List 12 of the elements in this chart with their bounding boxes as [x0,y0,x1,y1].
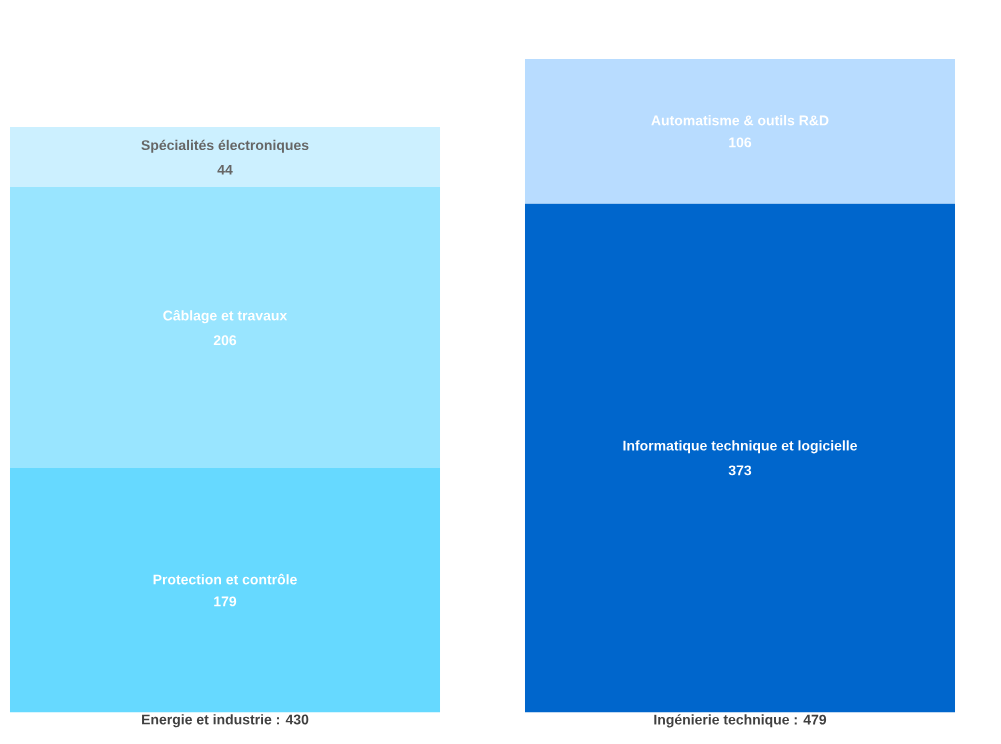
x-tick-label: Energie et industrie : 430 [142,714,309,728]
series-label: Automatisme & outils R&D [651,115,829,126]
data-label: 373 [728,465,752,476]
series-label: Informatique technique et logicielle [623,440,857,454]
series-label: Protection et contrôle [153,573,297,585]
series-label: Câblage et travaux [163,309,288,324]
series-label: Spécialités électroniques [141,139,309,153]
x-tick-label: Ingénierie technique : 479 [654,714,827,728]
data-label: 44 [217,164,233,175]
data-label: 206 [213,335,237,346]
data-label: 106 [729,137,752,148]
data-label: 179 [214,596,237,607]
